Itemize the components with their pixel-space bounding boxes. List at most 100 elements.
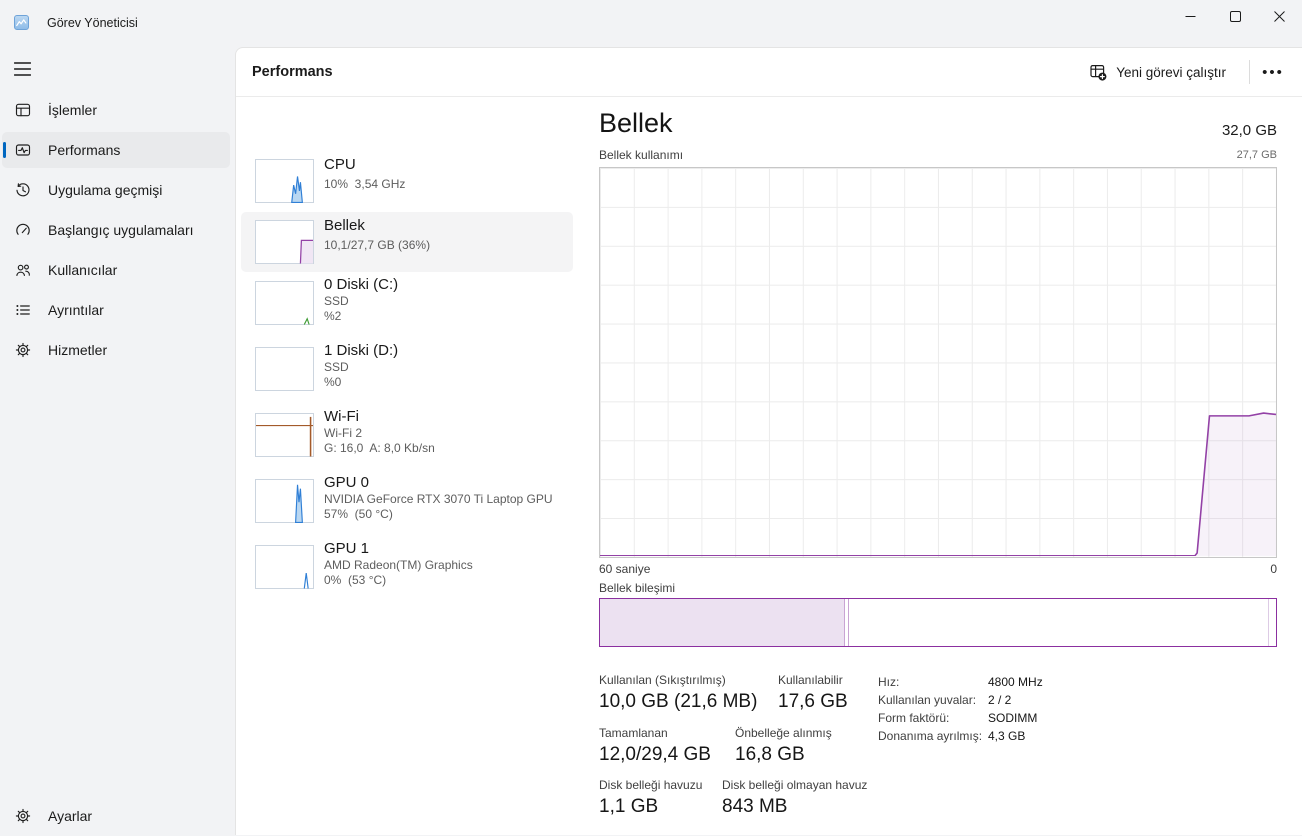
perf-item-disk-0[interactable]: 0 Diski (C:) SSD %2	[241, 273, 573, 335]
sidebar-item-label: Başlangıç uygulamaları	[48, 222, 194, 238]
cpu-thumbnail	[255, 159, 314, 203]
perf-item-wifi[interactable]: Wi-Fi Wi-Fi 2 G: 16,0 A: 8,0 Kb/sn	[241, 405, 573, 467]
detail-title: Bellek	[599, 108, 673, 138]
performance-icon	[15, 144, 31, 156]
disk1-thumbnail	[255, 347, 314, 391]
stat-label-non-paged-pool: Disk belleği olmayan havuz	[722, 778, 868, 792]
info-label-form-factor: Form faktörü:	[878, 711, 950, 725]
memory-sparkline	[299, 239, 313, 264]
run-new-task-button[interactable]: Yeni görevi çalıştır	[1080, 57, 1236, 87]
users-icon	[16, 264, 30, 276]
stat-value-available: 17,6 GB	[778, 691, 848, 712]
perf-item-subtitle2: G: 16,0 A: 8,0 Kb/sn	[324, 441, 435, 455]
perf-item-title: GPU 0	[324, 474, 370, 491]
info-label-speed: Hız:	[878, 675, 900, 689]
memory-usage-chart	[599, 167, 1277, 558]
disk0-thumbnail	[255, 281, 314, 325]
gpu0-thumbnail	[255, 479, 314, 523]
sidebar-item-startup-apps[interactable]: Başlangıç uygulamaları	[2, 212, 230, 248]
sidebar-item-processes[interactable]: İşlemler	[2, 92, 230, 128]
usage-chart-label: Bellek kullanımı	[599, 148, 684, 162]
details-icon	[16, 305, 30, 315]
sidebar-item-label: Hizmetler	[48, 342, 108, 358]
perf-item-gpu-0[interactable]: GPU 0 NVIDIA GeForce RTX 3070 Ti Laptop …	[241, 471, 573, 533]
sidebar-item-label: Performans	[48, 142, 121, 158]
perf-item-subtitle2: 57% (50 °C)	[324, 507, 393, 521]
info-value-speed: 4800 MHz	[988, 675, 1043, 689]
info-label-slots-used: Kullanılan yuvalar:	[878, 693, 977, 707]
stat-value-cached: 16,8 GB	[735, 744, 805, 765]
perf-item-subtitle2: %0	[324, 375, 342, 389]
info-value-form-factor: SODIMM	[988, 711, 1038, 725]
composition-segment-standby	[849, 599, 1270, 646]
sidebar-item-label: Uygulama geçmişi	[48, 182, 163, 198]
run-new-task-label: Yeni görevi çalıştır	[1116, 64, 1226, 80]
sidebar-item-label: Kullanıcılar	[48, 262, 118, 278]
perf-item-subtitle: SSD	[324, 360, 349, 374]
stat-value-paged-pool: 1,1 GB	[599, 796, 659, 817]
wifi-thumbnail	[255, 413, 314, 457]
perf-item-title: Bellek	[324, 217, 365, 234]
perf-item-subtitle: 10,1/27,7 GB (36%)	[324, 238, 431, 252]
sidebar-item-users[interactable]: Kullanıcılar	[2, 252, 230, 288]
memory-thumbnail	[255, 220, 314, 264]
sidebar-item-performance[interactable]: Performans	[2, 132, 230, 168]
sidebar-item-label: Ayrıntılar	[48, 302, 104, 318]
stat-label-in-use: Kullanılan (Sıkıştırılmış)	[599, 673, 726, 687]
perf-item-gpu-1[interactable]: GPU 1 AMD Radeon(TM) Graphics 0% (53 °C)	[241, 537, 573, 599]
stat-label-committed: Tamamlanan	[599, 726, 668, 740]
sidebar-item-app-history[interactable]: Uygulama geçmişi	[2, 172, 230, 208]
processes-icon	[15, 103, 31, 117]
stat-label-available: Kullanılabilir	[778, 673, 843, 687]
perf-item-title: 1 Diski (D:)	[324, 342, 399, 359]
perf-item-subtitle: NVIDIA GeForce RTX 3070 Ti Laptop GPU	[324, 492, 553, 506]
titlebar: Görev Yöneticisi	[0, 0, 1302, 47]
perf-item-title: 0 Diski (C:)	[324, 276, 399, 293]
info-label-hardware-reserved: Donanıma ayrılmış:	[878, 729, 983, 743]
perf-item-title: Wi-Fi	[324, 408, 359, 425]
gear-icon	[15, 808, 31, 824]
perf-item-cpu[interactable]: CPU 10% 3,54 GHz	[241, 151, 573, 211]
stat-label-paged-pool: Disk belleği havuzu	[599, 778, 703, 792]
settings-label: Ayarlar	[48, 808, 93, 824]
perf-item-subtitle: AMD Radeon(TM) Graphics	[324, 558, 473, 572]
close-button[interactable]	[1256, 0, 1302, 32]
more-options-button[interactable]: •••	[1262, 63, 1284, 81]
sidebar-item-settings[interactable]: Ayarlar	[2, 799, 230, 833]
stat-value-non-paged-pool: 843 MB	[722, 796, 788, 817]
sidebar-item-services[interactable]: Hizmetler	[2, 332, 230, 368]
app-icon	[14, 15, 29, 30]
perf-item-subtitle: SSD	[324, 294, 349, 308]
perf-item-disk-1[interactable]: 1 Diski (D:) SSD %0	[241, 339, 573, 401]
info-value-hardware-reserved: 4,3 GB	[988, 729, 1026, 743]
chart-time-span: 60 saniye	[599, 562, 651, 576]
gpu1-sparkline	[303, 572, 309, 589]
wifi-sparkline	[256, 416, 313, 457]
stat-value-in-use: 10,0 GB (21,6 MB)	[599, 691, 758, 712]
header-rule	[236, 96, 1302, 97]
sidebar-item-label: İşlemler	[48, 102, 98, 118]
history-icon	[16, 183, 30, 197]
sidebar-item-details[interactable]: Ayrıntılar	[2, 292, 230, 328]
perf-item-memory[interactable]: Bellek 10,1/27,7 GB (36%)	[241, 212, 573, 272]
disk0-sparkline	[303, 317, 310, 325]
gpu0-sparkline	[295, 484, 303, 523]
perf-item-subtitle: 10% 3,54 GHz	[324, 177, 406, 191]
stat-value-committed: 12,0/29,4 GB	[599, 744, 711, 765]
composition-segment-modified	[845, 599, 850, 646]
minimize-button[interactable]	[1167, 0, 1213, 32]
composition-label: Bellek bileşimi	[599, 581, 676, 595]
maximize-button[interactable]	[1212, 0, 1258, 32]
cpu-sparkline	[291, 176, 303, 203]
composition-segment-free	[1269, 599, 1276, 646]
perf-item-subtitle2: %2	[324, 309, 342, 323]
info-value-slots-used: 2 / 2	[988, 693, 1012, 707]
services-icon	[15, 342, 31, 358]
performance-list: CPU 10% 3,54 GHz Bellek 10,1/27,7 GB (36…	[236, 97, 573, 836]
app-title: Görev Yöneticisi	[47, 16, 138, 30]
navigation-menu-button[interactable]	[9, 56, 35, 82]
total-memory: 32,0 GB	[1221, 122, 1277, 139]
gpu1-thumbnail	[255, 545, 314, 589]
new-task-icon	[1090, 64, 1107, 81]
